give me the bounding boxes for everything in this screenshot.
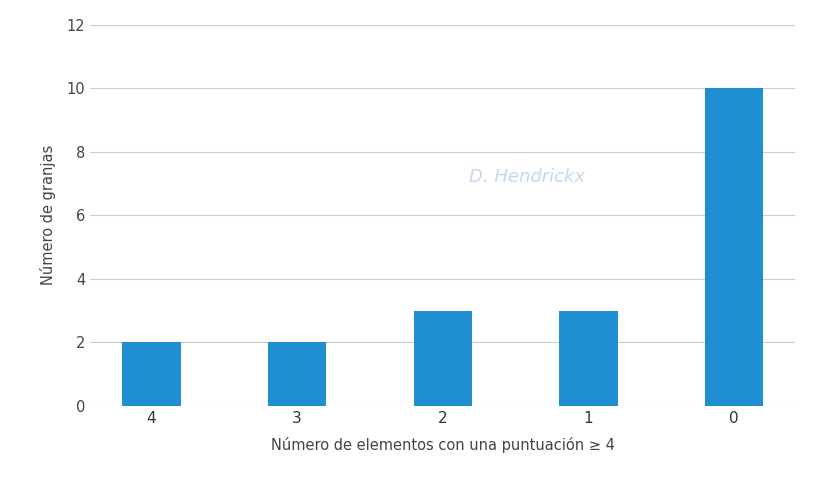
Bar (413, 311, 472, 406)
Bar (268, 343, 326, 406)
Bar (559, 311, 617, 406)
Text: D. Hendrickx: D. Hendrickx (468, 168, 585, 186)
Bar (704, 88, 762, 406)
X-axis label: Número de elementos con una puntuación ≥ 4: Número de elementos con una puntuación ≥… (270, 437, 614, 453)
Y-axis label: Número de granjas: Número de granjas (39, 145, 56, 286)
Bar (122, 343, 180, 406)
